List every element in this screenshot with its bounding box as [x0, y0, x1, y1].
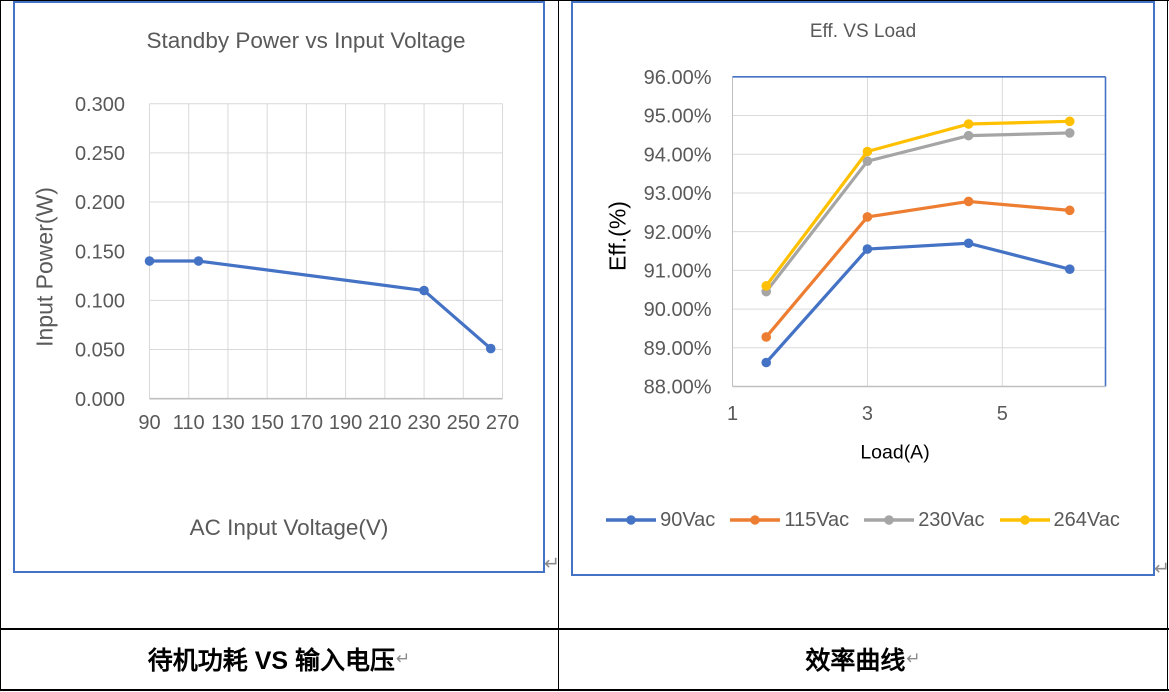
- chart1-title: Standby Power vs Input Voltage: [146, 28, 466, 53]
- chart1-x-axis-title: AC Input Voltage(V): [189, 515, 389, 540]
- table-border-caption-row: [0, 628, 1169, 630]
- pilcrow-icon: ↵: [396, 649, 411, 669]
- table-border-left: [0, 0, 2, 691]
- efficiency-chart[interactable]: [571, 1, 1155, 576]
- legend-swatch-icon: [999, 515, 1050, 525]
- legend-item-264Vac: 264Vac: [999, 508, 1120, 532]
- legend-item-115Vac: 115Vac: [730, 509, 849, 532]
- standby-power-chart[interactable]: [13, 1, 545, 573]
- pilcrow-icon: ↵: [906, 649, 921, 669]
- paragraph-mark-after-chart2: ↵: [1154, 557, 1169, 580]
- caption-standby-power: 待机功耗 VS 输入电压: [147, 647, 395, 675]
- chart2-title: Eff. VS Load: [809, 21, 917, 42]
- legend-item-230Vac: 230Vac: [864, 508, 985, 532]
- legend-swatch-icon: [864, 515, 915, 525]
- chart2-y-axis-title: Eff.(%): [604, 201, 631, 271]
- legend-label: 264Vac: [1053, 508, 1120, 531]
- legend-item-90Vac: 90Vac: [606, 509, 715, 532]
- caption-cell-left[interactable]: 待机功耗 VS 输入电压 ↵: [1, 629, 557, 689]
- chart2-legend: 90Vac 115Vac 230Vac 264Vac: [571, 508, 1155, 532]
- chart2-x-axis-title: Load(A): [860, 441, 930, 464]
- table-border-right: [1167, 0, 1169, 691]
- paragraph-mark-after-chart1: ↵: [544, 552, 560, 575]
- caption-efficiency: 效率曲线: [805, 647, 906, 675]
- legend-label: 230Vac: [918, 508, 985, 531]
- table-border-bottom: [0, 689, 1169, 691]
- legend-swatch-icon: [730, 515, 781, 525]
- legend-label: 115Vac: [784, 508, 850, 531]
- caption-cell-right[interactable]: 效率曲线 ↵: [559, 629, 1167, 689]
- legend-swatch-icon: [606, 515, 657, 525]
- table-border-middle: [557, 0, 559, 691]
- legend-label: 90Vac: [660, 508, 716, 531]
- chart1-y-axis-title: Input Power(W): [31, 187, 58, 347]
- table-border-top: [0, 0, 1169, 1]
